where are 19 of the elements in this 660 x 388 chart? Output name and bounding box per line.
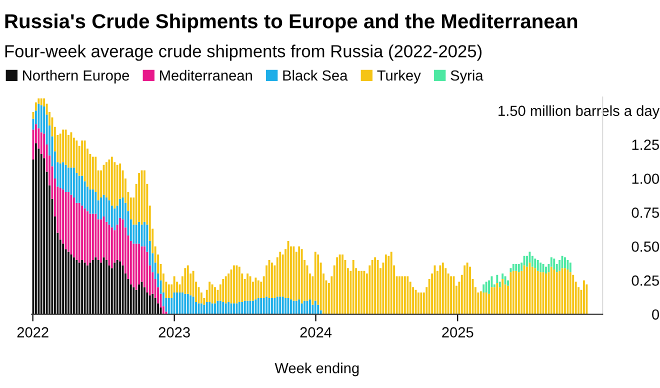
- x-tick-label: 2024: [300, 327, 332, 338]
- legend-label: Northern Europe: [23, 70, 130, 84]
- chart-title: Russia's Crude Shipments to Europe and the Mediterranean: [5, 14, 578, 32]
- x-tick-label: 2025: [442, 327, 474, 338]
- y-tick-label: 1.25: [632, 140, 659, 150]
- y-tick-label: 0.75: [632, 208, 659, 218]
- legend-label: Mediterranean: [160, 70, 252, 81]
- legend-label: Black Sea: [283, 70, 348, 81]
- x-axis-title: Week ending: [274, 362, 359, 376]
- y-tick-label: 1.50 million barrels a day: [498, 105, 660, 119]
- y-tick-label: 0.25: [632, 275, 659, 286]
- x-tick-label: 2023: [158, 327, 190, 338]
- y-tick-label: 0.50: [632, 241, 660, 252]
- y-tick-label: 1.00: [632, 174, 660, 184]
- legend-label: Syria: [450, 70, 484, 84]
- legend-label: Turkey: [377, 70, 421, 84]
- x-tick-label: 2022: [17, 327, 48, 338]
- chart-subtitle: Four-week average crude shipments from Russia (2022-2025): [5, 44, 482, 61]
- y-tick-label: 0: [652, 309, 660, 320]
